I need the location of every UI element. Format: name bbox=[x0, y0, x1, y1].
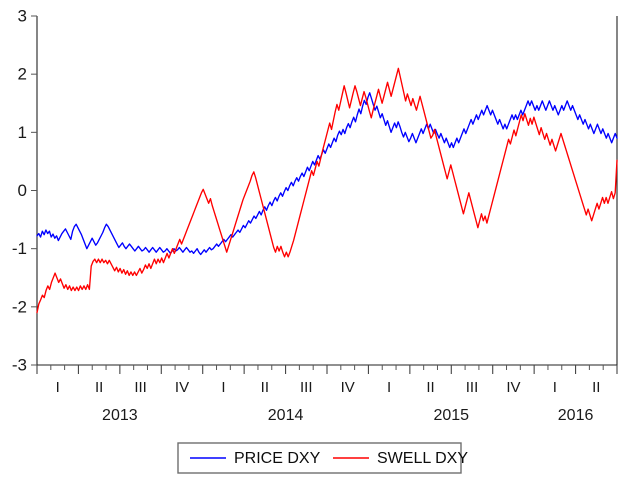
x-quarter-label: IV bbox=[341, 379, 355, 396]
chart-legend: PRICE DXY SWELL DXY bbox=[177, 442, 468, 474]
x-axis-year-labels: 2013 2014 2015 2016 bbox=[102, 407, 593, 424]
y-tick-label: -3 bbox=[12, 355, 27, 374]
x-quarter-label: III bbox=[466, 379, 479, 396]
y-tick-label: 3 bbox=[18, 6, 27, 25]
plot-frame bbox=[36, 16, 618, 366]
x-quarter-label: I bbox=[553, 379, 557, 396]
x-axis-ticks bbox=[36, 365, 618, 374]
x-quarter-label: II bbox=[95, 379, 103, 396]
x-quarter-label: II bbox=[592, 379, 600, 396]
x-axis-quarter-labels: I II III IV I II III IV I II III IV I II bbox=[56, 379, 601, 396]
y-tick-label: 0 bbox=[18, 181, 27, 200]
legend-label-swell-dxy: SWELL DXY bbox=[377, 450, 468, 467]
x-year-label: 2013 bbox=[102, 407, 138, 424]
y-tick-label: -1 bbox=[12, 239, 27, 258]
legend-label-price-dxy: PRICE DXY bbox=[234, 450, 321, 467]
x-quarter-label: I bbox=[387, 379, 391, 396]
y-tick-label: 1 bbox=[18, 123, 27, 142]
y-axis-ticks bbox=[31, 15, 37, 366]
series-line-swell-dxy bbox=[36, 67, 618, 314]
series-line-price-dxy bbox=[36, 92, 618, 256]
x-quarter-label: IV bbox=[506, 379, 520, 396]
y-tick-label: -2 bbox=[12, 297, 27, 316]
x-quarter-label: III bbox=[134, 379, 147, 396]
y-axis-tick-labels: 3 2 1 0 -1 -2 -3 bbox=[12, 6, 27, 374]
x-quarter-label: I bbox=[221, 379, 225, 396]
x-year-label: 2015 bbox=[433, 407, 469, 424]
x-quarter-label: I bbox=[56, 379, 60, 396]
data-series-group bbox=[36, 67, 618, 314]
x-quarter-label: II bbox=[261, 379, 269, 396]
x-quarter-label: IV bbox=[175, 379, 189, 396]
x-quarter-label: II bbox=[426, 379, 434, 396]
x-year-label: 2016 bbox=[558, 407, 594, 424]
x-year-label: 2014 bbox=[268, 407, 304, 424]
y-tick-label: 2 bbox=[18, 65, 27, 84]
x-quarter-label: III bbox=[300, 379, 313, 396]
